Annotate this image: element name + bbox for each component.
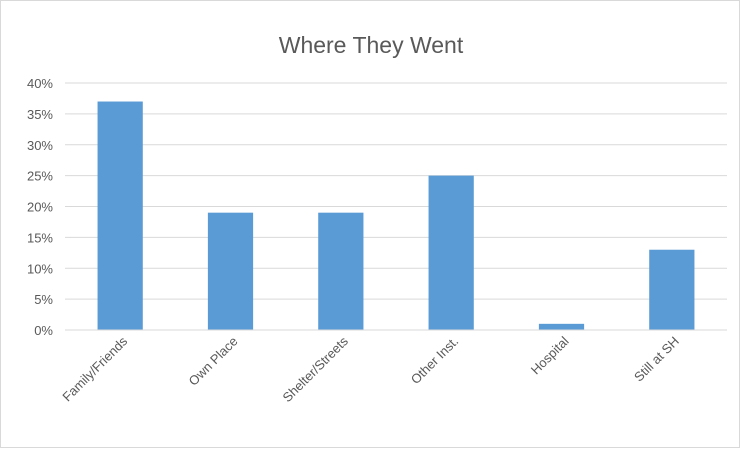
bar bbox=[318, 212, 364, 330]
y-axis-tick-labels: 0% 5% 10% 15% 20% 25% 30% 35% 40% bbox=[27, 76, 53, 338]
x-axis-category-labels: Family/Friends Own Place Shelter/Streets Ot… bbox=[59, 333, 682, 405]
bar bbox=[428, 175, 474, 330]
x-category-label: Hospital bbox=[528, 333, 572, 377]
y-tick-label: 10% bbox=[27, 261, 53, 276]
x-category-label: Still at SH bbox=[631, 334, 682, 385]
y-tick-label: 40% bbox=[27, 76, 53, 91]
y-tick-label: 20% bbox=[27, 200, 53, 215]
y-tick-label: 35% bbox=[27, 107, 53, 122]
y-tick-label: 0% bbox=[34, 323, 53, 338]
y-tick-label: 25% bbox=[27, 169, 53, 184]
y-tick-label: 15% bbox=[27, 230, 53, 245]
y-tick-label: 30% bbox=[27, 138, 53, 153]
bar bbox=[538, 323, 585, 330]
bar bbox=[207, 212, 254, 330]
y-tick-label: 5% bbox=[34, 292, 53, 307]
x-category-label: Own Place bbox=[186, 334, 241, 389]
bars bbox=[97, 101, 695, 331]
bar bbox=[97, 101, 143, 331]
bar bbox=[649, 249, 695, 330]
chart-title: Where They Went bbox=[279, 32, 464, 58]
x-category-label: Shelter/Streets bbox=[280, 333, 352, 405]
x-category-label: Family/Friends bbox=[59, 333, 130, 404]
gridlines bbox=[65, 82, 727, 300]
x-category-label: Other Inst. bbox=[408, 334, 462, 388]
